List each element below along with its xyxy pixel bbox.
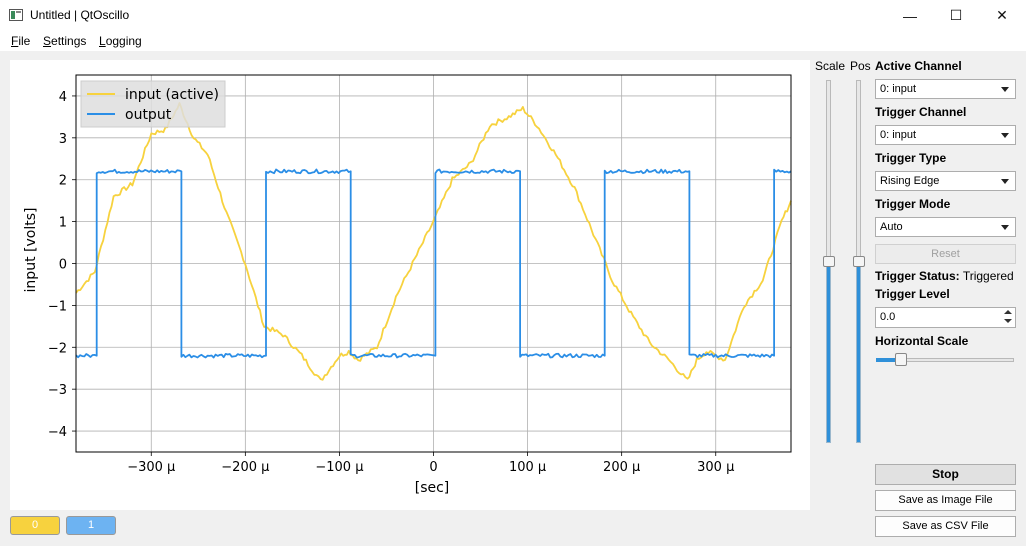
plot-frame: [75, 74, 792, 453]
channel-0-button[interactable]: 0: [10, 516, 60, 535]
plot-canvas[interactable]: −300 µ −200 µ −100 µ 0 100 µ 200 µ 300 µ −4 −3 −2…: [10, 60, 810, 510]
minimize-button[interactable]: —: [903, 7, 917, 24]
x-tick-label: 300 µ: [697, 460, 734, 475]
trigger-status-value: Triggered: [962, 269, 1014, 283]
channel-1-button[interactable]: 1: [66, 516, 116, 535]
trigger-mode-select[interactable]: Auto: [875, 217, 1016, 237]
x-tick-label: −200 µ: [221, 460, 269, 475]
active-channel-value: 0: input: [880, 83, 917, 95]
y-tick-label: 2: [59, 174, 67, 189]
menu-bar: File Settings Logging: [0, 31, 1026, 51]
trigger-type-value: Rising Edge: [880, 175, 940, 187]
pos-label: Pos: [850, 59, 871, 73]
menu-logging-label: ogging: [105, 34, 142, 48]
horizontal-scale-handle[interactable]: [894, 353, 907, 366]
legend-label-input: input (active): [125, 87, 219, 103]
active-channel-label: Active Channel: [875, 59, 962, 73]
trigger-type-label: Trigger Type: [875, 151, 947, 165]
x-tick-label: −300 µ: [127, 460, 175, 475]
menu-settings[interactable]: Settings: [43, 34, 86, 48]
reset-button[interactable]: Reset: [875, 244, 1016, 264]
trigger-level-spinbox[interactable]: 0.0: [875, 307, 1016, 328]
legend-label-output: output: [125, 107, 172, 123]
menu-settings-mnemonic: S: [43, 34, 52, 48]
y-axis-label: input [volts]: [23, 208, 39, 293]
trigger-type-select[interactable]: Rising Edge: [875, 171, 1016, 191]
menu-file-mnemonic: F: [11, 34, 19, 48]
title-bar: Untitled | QtOscillo — ☐ ✕: [0, 0, 1026, 31]
spin-up-icon[interactable]: [1002, 308, 1014, 317]
chevron-down-icon: [1001, 87, 1009, 92]
trigger-channel-label: Trigger Channel: [875, 105, 967, 119]
oscilloscope-chart[interactable]: −300 µ −200 µ −100 µ 0 100 µ 200 µ 300 µ −4 −3 −2…: [10, 60, 810, 510]
y-tick-label: −2: [48, 341, 67, 356]
chevron-down-icon: [1001, 225, 1009, 230]
horizontal-scale-label: Horizontal Scale: [875, 334, 969, 348]
trigger-level-value: 0.0: [880, 311, 896, 323]
y-tick-label: 3: [59, 132, 67, 147]
x-tick-label: −100 µ: [315, 460, 363, 475]
series-line-output: [75, 168, 792, 359]
trigger-status-label: Trigger Status:: [875, 269, 960, 283]
app-icon: [9, 9, 23, 21]
y-tick-label: −1: [48, 299, 67, 314]
save-csv-button[interactable]: Save as CSV File: [875, 516, 1016, 537]
y-tick-label: 0: [59, 258, 67, 273]
trigger-mode-value: Auto: [880, 221, 903, 233]
pos-slider-track[interactable]: [856, 261, 861, 443]
scale-slider-track[interactable]: [826, 261, 831, 443]
maximize-button[interactable]: ☐: [949, 7, 963, 23]
scale-slider-groove[interactable]: [826, 80, 831, 262]
menu-file-label: ile: [18, 34, 31, 48]
horizontal-scale-fill: [876, 358, 901, 362]
legend-box: [80, 80, 226, 128]
trigger-status: Trigger Status: Triggered: [875, 269, 1014, 283]
pos-slider-groove[interactable]: [856, 80, 861, 262]
y-tick-label: −3: [48, 383, 67, 398]
x-tick-label: 200 µ: [603, 460, 640, 475]
scale-slider-handle[interactable]: [823, 255, 835, 267]
chevron-down-icon: [1001, 133, 1009, 138]
y-tick-label: −4: [48, 425, 67, 440]
active-channel-select[interactable]: 0: input: [875, 79, 1016, 99]
x-axis-label: [sec]: [415, 480, 450, 496]
close-button[interactable]: ✕: [996, 7, 1008, 23]
menu-logging[interactable]: Logging: [99, 34, 142, 48]
trigger-mode-label: Trigger Mode: [875, 197, 951, 211]
trigger-channel-select[interactable]: 0: input: [875, 125, 1016, 145]
save-image-button[interactable]: Save as Image File: [875, 490, 1016, 511]
chevron-down-icon: [1001, 179, 1009, 184]
y-tick-label: 4: [59, 90, 67, 105]
stop-button[interactable]: Stop: [875, 464, 1016, 485]
pos-slider-handle[interactable]: [853, 255, 865, 267]
scale-label: Scale: [815, 59, 846, 73]
menu-settings-label: ettings: [51, 34, 87, 48]
spin-down-icon[interactable]: [1002, 317, 1014, 326]
x-tick-label: 100 µ: [509, 460, 546, 475]
trigger-channel-value: 0: input: [880, 129, 917, 141]
menu-logging-mnemonic: L: [99, 34, 106, 48]
x-tick-label: 0: [429, 460, 437, 475]
window-title: Untitled | QtOscillo: [30, 8, 130, 22]
y-tick-label: 1: [59, 216, 67, 231]
menu-file[interactable]: File: [11, 34, 30, 48]
series-line-input: [75, 102, 792, 381]
trigger-level-label: Trigger Level: [875, 287, 950, 301]
